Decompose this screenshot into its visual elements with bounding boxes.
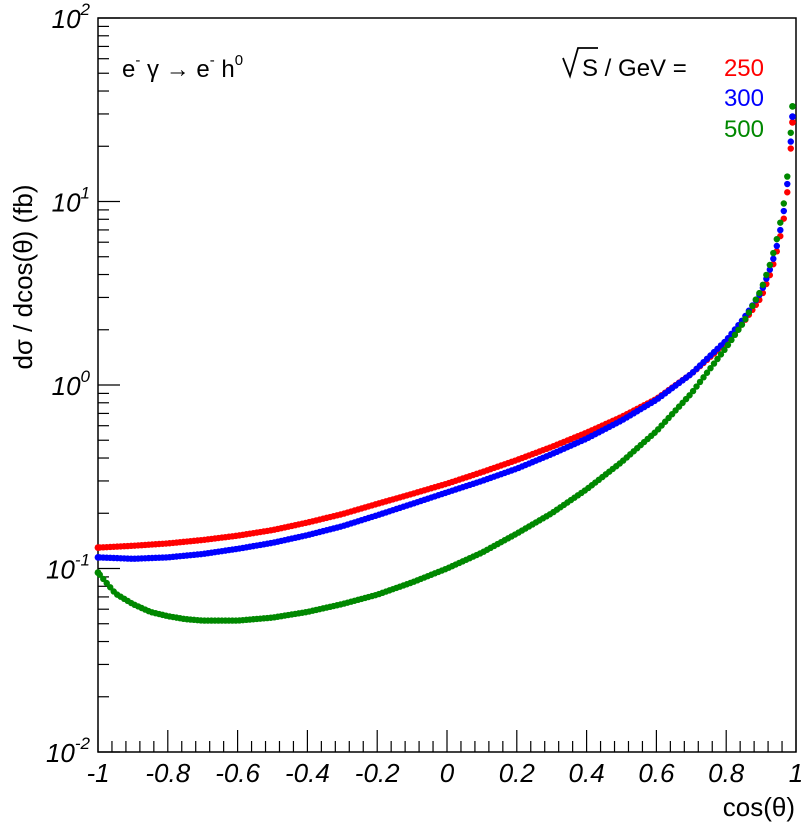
data-point xyxy=(759,281,767,289)
data-point xyxy=(94,569,102,576)
data-point xyxy=(717,351,725,358)
data-point xyxy=(724,341,732,349)
data-point xyxy=(693,383,700,390)
data-point xyxy=(766,266,774,273)
data-point xyxy=(689,387,697,395)
x-tick-label: -1 xyxy=(86,758,109,788)
data-point xyxy=(749,302,756,310)
data-point xyxy=(103,579,110,587)
series-500 xyxy=(94,102,796,624)
data-point xyxy=(780,200,787,207)
legend: S / GeV = 250 300 500 xyxy=(562,47,764,143)
x-tick-label: 0.2 xyxy=(499,758,536,788)
y-tick-label: 10-1 xyxy=(46,551,90,585)
data-point xyxy=(728,336,735,344)
y-tick-label: 102 xyxy=(52,0,91,34)
x-axis-title: cos(θ) xyxy=(723,792,795,822)
data-point xyxy=(787,145,794,152)
y-axis-ticks: 10-2 10-1 100 101 102 xyxy=(46,0,120,768)
y-tick-label: 10-2 xyxy=(46,734,91,768)
data-point xyxy=(784,180,791,188)
x-tick-label: -0.4 xyxy=(285,758,330,788)
y-tick-label: 100 xyxy=(52,367,91,401)
series-250 xyxy=(94,118,796,551)
data-point xyxy=(731,331,739,339)
series-300 xyxy=(94,113,796,562)
data-point xyxy=(787,138,794,145)
x-tick-label: -0.2 xyxy=(355,758,400,788)
x-tick-label: 0.8 xyxy=(708,758,745,788)
data-point xyxy=(94,544,102,551)
data-point xyxy=(780,207,787,215)
plot-border xyxy=(97,17,797,753)
x-tick-label: 1 xyxy=(789,758,803,788)
plot-frame xyxy=(97,17,797,753)
data-point xyxy=(742,315,749,323)
data-point xyxy=(107,584,114,591)
data-point xyxy=(770,255,777,262)
data-point xyxy=(770,249,777,257)
data-point xyxy=(777,226,784,234)
process-label: e- γ → e- h0 xyxy=(122,52,243,83)
data-point xyxy=(721,346,728,354)
y-tick-label: 101 xyxy=(52,184,90,218)
x-tick-label: 0.6 xyxy=(638,758,675,788)
legend-prefix: S / GeV = xyxy=(582,55,687,82)
sqrt-icon xyxy=(562,47,598,79)
data-point xyxy=(738,321,746,328)
data-point xyxy=(710,360,718,367)
data-point xyxy=(696,378,704,386)
data-point xyxy=(789,118,796,126)
x-tick-label: -0.6 xyxy=(215,758,260,788)
data-point xyxy=(766,261,774,269)
data-point xyxy=(745,309,753,316)
process-text: e- γ → e- h0 xyxy=(122,52,243,83)
y-axis-title: dσ / dcos(θ) (fb) xyxy=(8,184,38,369)
data-point xyxy=(756,289,763,297)
data-point xyxy=(787,129,794,136)
x-tick-label: 0 xyxy=(440,758,455,788)
data-point xyxy=(784,189,791,196)
data-point xyxy=(94,553,102,561)
data-point xyxy=(707,364,714,372)
data-point xyxy=(752,296,760,303)
x-tick-label: 0.4 xyxy=(569,758,605,788)
data-point xyxy=(703,369,711,376)
data-point xyxy=(700,374,707,381)
data-point xyxy=(773,235,781,243)
x-tick-label: -0.8 xyxy=(145,758,190,788)
data-point xyxy=(784,173,791,180)
data-point xyxy=(789,102,796,110)
data-point xyxy=(100,575,107,583)
series-layer xyxy=(94,102,796,624)
data-point xyxy=(789,113,796,121)
data-point xyxy=(714,355,721,363)
legend-entry-500: 500 xyxy=(724,116,764,143)
data-point xyxy=(763,271,770,279)
data-point xyxy=(777,219,784,226)
data-point xyxy=(773,242,781,250)
data-point xyxy=(735,326,742,333)
legend-entry-300: 300 xyxy=(724,85,764,112)
x-axis-ticks: -1 -0.8 -0.6 -0.4 -0.2 0 0.2 0.4 0.6 0.8 1 xyxy=(86,730,803,788)
legend-entry-250: 250 xyxy=(724,55,764,82)
data-point xyxy=(686,392,693,399)
